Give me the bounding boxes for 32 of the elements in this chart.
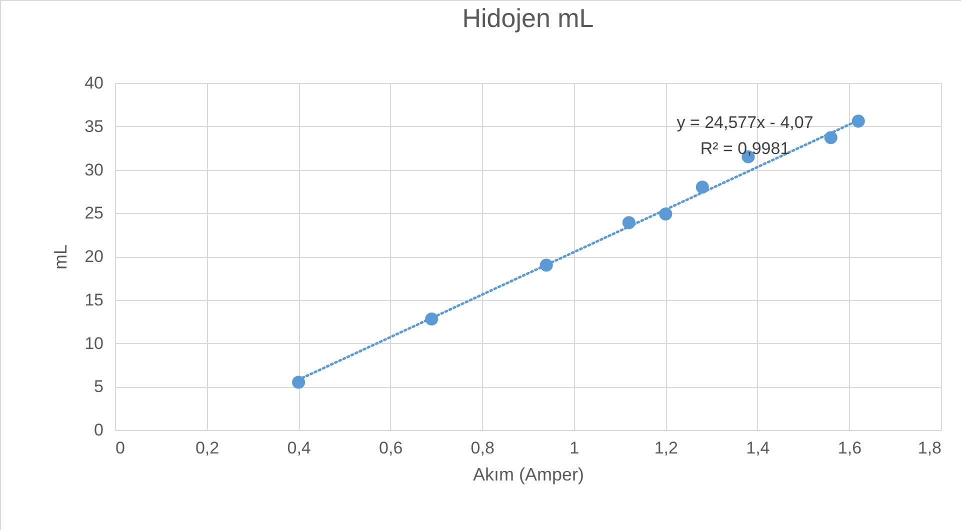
x-tick-label: 1 bbox=[570, 438, 580, 458]
x-tick-label: 1,8 bbox=[918, 438, 942, 458]
annotation: R² = 0,9981 bbox=[700, 139, 790, 158]
y-axis-title: mL bbox=[50, 244, 71, 270]
point bbox=[292, 376, 306, 389]
y-tick-label: 15 bbox=[84, 290, 104, 310]
y-tick-label: 40 bbox=[84, 74, 104, 92]
x-tick-label: 0 bbox=[116, 438, 125, 458]
point bbox=[540, 258, 553, 272]
point bbox=[696, 180, 709, 194]
y-tick-label: 0 bbox=[94, 420, 104, 440]
y-tick-label: 20 bbox=[84, 247, 104, 266]
x-tick-label: 1,2 bbox=[654, 438, 678, 458]
y-tick-label: 35 bbox=[84, 116, 104, 136]
point bbox=[852, 114, 865, 128]
x-axis-title: Akım (Amper) bbox=[472, 464, 584, 484]
x-tick-label: 0,6 bbox=[379, 438, 403, 458]
x-tick-label: 1,6 bbox=[838, 438, 862, 458]
point bbox=[824, 131, 838, 144]
y-tick-label: 10 bbox=[84, 334, 104, 353]
point bbox=[622, 216, 636, 230]
point bbox=[659, 207, 672, 220]
x-tick-label: 1,4 bbox=[746, 438, 770, 458]
x-tick-label: 0,4 bbox=[287, 438, 311, 458]
chart-title: Hidojen mL bbox=[462, 3, 594, 33]
x-tick-label: 0,8 bbox=[470, 438, 494, 458]
annotation: y = 24,577x - 4,07 bbox=[676, 113, 814, 132]
y-tick-label: 5 bbox=[94, 377, 104, 396]
y-tick-label: 25 bbox=[84, 204, 104, 223]
point bbox=[425, 312, 438, 326]
x-tick-label: 0,2 bbox=[195, 438, 220, 458]
y-tick-label: 30 bbox=[84, 160, 104, 180]
